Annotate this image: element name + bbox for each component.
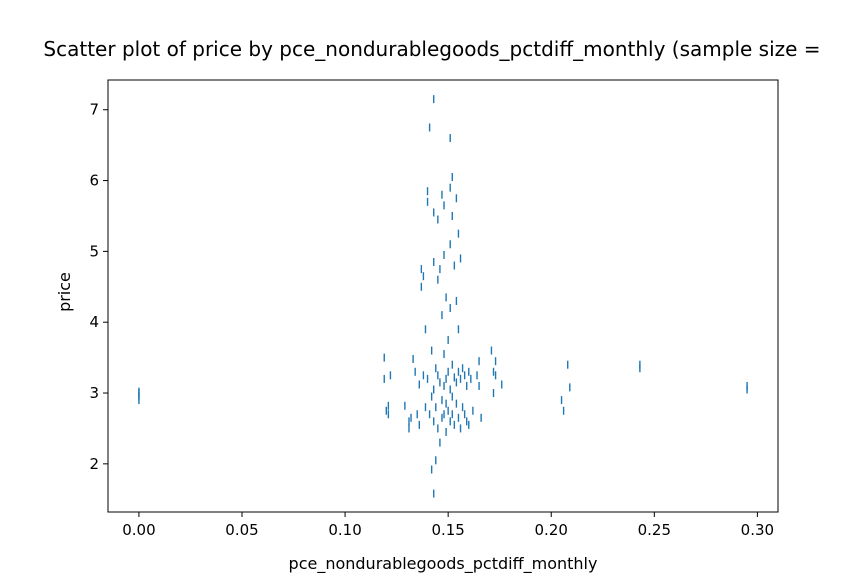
x-tick-label: 0.05 (225, 521, 258, 539)
chart-title: Scatter plot of price by pce_nondurableg… (43, 37, 820, 61)
x-tick-5: 0.25 (638, 512, 671, 539)
y-tick-label: 5 (89, 242, 99, 260)
x-axis-ticks: 0.00 0.05 0.10 0.15 0.20 0.25 0.30 (122, 512, 774, 539)
x-tick-4: 0.20 (535, 512, 568, 539)
x-axis-label: pce_nondurablegoods_pctdiff_monthly (289, 554, 598, 574)
x-tick-label: 0.30 (741, 521, 774, 539)
y-tick-0: 2 (89, 455, 108, 473)
x-tick-2: 0.10 (328, 512, 362, 539)
x-tick-0: 0.00 (122, 512, 156, 539)
x-tick-label: 0.10 (328, 521, 361, 539)
scatter-points (138, 95, 748, 498)
y-tick-label: 2 (89, 455, 99, 473)
y-tick-label: 6 (89, 172, 99, 190)
plot-frame (107, 79, 779, 513)
x-tick-6: 0.30 (741, 512, 774, 539)
y-tick-3: 5 (89, 242, 108, 260)
y-tick-label: 7 (89, 101, 99, 119)
x-tick-label: 0.00 (122, 521, 155, 539)
y-axis-label: price (55, 272, 74, 312)
y-tick-4: 6 (89, 172, 108, 190)
y-tick-label: 4 (89, 313, 99, 331)
x-tick-label: 0.25 (638, 521, 671, 539)
y-axis-ticks: 2 3 4 5 6 7 (89, 101, 108, 473)
x-tick-label: 0.20 (535, 521, 568, 539)
y-tick-5: 7 (89, 101, 108, 119)
y-tick-2: 4 (89, 313, 108, 331)
y-tick-1: 3 (89, 384, 108, 402)
y-tick-label: 3 (89, 384, 99, 402)
x-tick-1: 0.05 (225, 512, 259, 539)
x-tick-3: 0.15 (431, 512, 465, 539)
x-tick-label: 0.15 (431, 521, 464, 539)
